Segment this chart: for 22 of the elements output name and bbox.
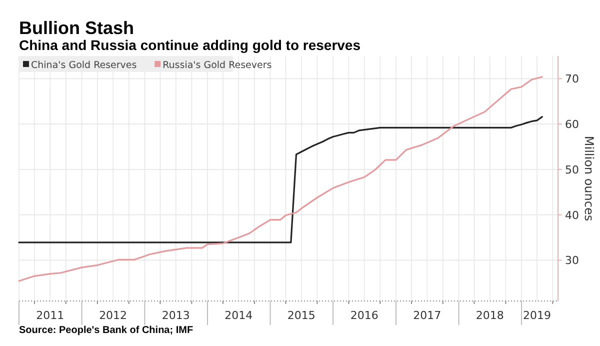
x-tick-label: 2017: [413, 309, 442, 322]
source-note: Source: People's Bank of China; IMF: [19, 325, 194, 336]
x-tick-label: 2015: [287, 309, 316, 322]
y-tick-label: 30: [565, 254, 579, 268]
y-tick-label: 70: [565, 72, 579, 86]
line-series: [18, 116, 543, 244]
x-tick-label: 2014: [224, 309, 253, 322]
x-tick-label: 2018: [476, 309, 504, 322]
line-series: [18, 76, 543, 282]
x-tick-label: 2013: [162, 309, 190, 322]
chart-subtitle: China and Russia continue adding gold to reserves: [19, 37, 361, 53]
legend-label: Russia's Gold Resevers: [162, 60, 272, 71]
y-tick-label: 40: [565, 208, 579, 222]
x-tick-label: 2016: [350, 309, 378, 322]
x-tick-label: 2012: [99, 309, 128, 322]
y-axis-title: Million ounces: [582, 136, 596, 222]
x-tick-label: 2019: [523, 309, 552, 322]
y-tick-label: 50: [565, 163, 579, 176]
y-tick-label: 60: [565, 118, 579, 132]
x-tick-label: 2011: [36, 309, 64, 322]
chart-title: Bullion Stash: [19, 18, 134, 38]
legend-label: China's Gold Reserves: [31, 60, 137, 71]
